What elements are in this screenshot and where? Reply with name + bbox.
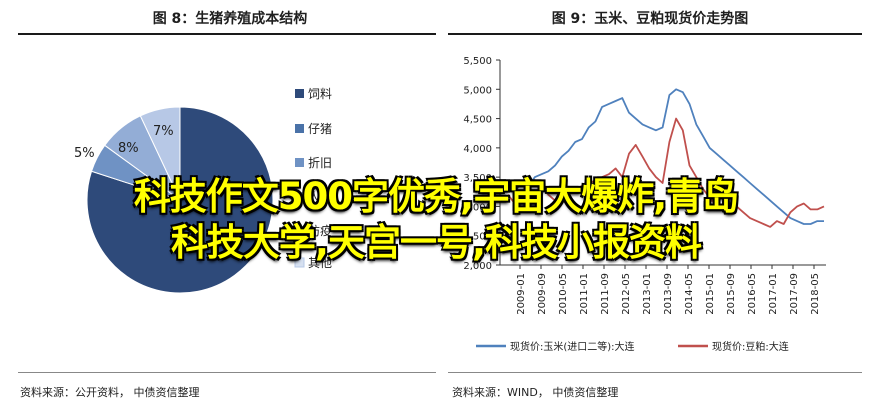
legend-label-corn: 现货价:玉米(进口二等):大连 xyxy=(510,340,635,353)
x-tick-label: 2012-05 xyxy=(621,273,632,315)
left-title-rule xyxy=(18,33,436,35)
y-tick-label: 2,500 xyxy=(463,232,492,243)
pie-label-fangyi: 8% xyxy=(118,141,139,156)
series-line-soy xyxy=(507,117,825,228)
legend-swatch-siliao xyxy=(295,89,304,98)
legend-swatch-zhejiu xyxy=(295,158,304,167)
series-lines xyxy=(507,88,825,228)
right-title-rule xyxy=(448,33,862,35)
right-source-note: 资料来源：WIND， 中债资信整理 xyxy=(452,386,619,399)
legend-swatch-rengong xyxy=(295,192,304,201)
y-tick-label: 5,000 xyxy=(463,85,492,96)
x-tick-label: 2018-05 xyxy=(810,273,821,315)
right-bottom-rule xyxy=(448,372,862,373)
left-source-note: 资料来源：公开资料， 中债资信整理 xyxy=(20,386,200,399)
line-legend: 现货价:玉米(进口二等):大连 现货价:豆粕:大连 xyxy=(476,340,789,353)
series-line-corn xyxy=(507,88,824,225)
legend-swatch-zizhu xyxy=(295,124,304,133)
y-tick-label: 3,000 xyxy=(463,202,492,213)
pie-labels: 5% 8% 7% xyxy=(74,124,174,161)
legend-swatch-fangyi xyxy=(295,226,304,235)
overlay-text-line-2: 科技大学,天宫一号,科技小报资料 xyxy=(170,221,702,264)
pie-legend: 饲料 仔猪 折旧 人工 防疫 其他 xyxy=(294,87,332,270)
x-tick-label: 2010-05 xyxy=(558,273,569,315)
x-tick-label: 2017-01 xyxy=(768,273,779,315)
x-tick-label: 2014-05 xyxy=(684,273,695,315)
x-tick-label: 2013-09 xyxy=(663,273,674,315)
y-tick-label: 5,500 xyxy=(463,56,492,67)
line-chart: 2,000 2,500 3,000 3,500 4,000 4,500 5,000 5,500… xyxy=(463,56,826,353)
pie-chart-title: 图 8：生猪养殖成本结构 xyxy=(152,11,308,27)
pie-slices xyxy=(86,106,274,294)
x-axis: 2009-01 2009-09 2010-05 2011-01 2011-09 2012-… xyxy=(500,264,826,315)
y-tick-label: 2,000 xyxy=(463,261,492,272)
x-tick-label: 2011-01 xyxy=(579,273,590,315)
pie-label-qita: 7% xyxy=(153,124,174,139)
y-tick-label: 4,000 xyxy=(463,144,492,155)
legend-swatch-qita xyxy=(294,257,305,268)
x-tick-label: 2009-01 xyxy=(516,273,527,315)
x-tick-label: 2015-09 xyxy=(726,273,737,315)
x-tick-label: 2015-01 xyxy=(705,273,716,315)
legend-label-siliao: 饲料 xyxy=(308,87,332,101)
legend-label-rengong: 人工 xyxy=(308,190,332,204)
y-tick-label: 3,500 xyxy=(463,173,492,184)
legend-label-soy: 现货价:豆粕:大连 xyxy=(712,340,789,353)
pie-chart: 5% 8% 7% 饲料 仔猪 折旧 人工 防疫 其他 xyxy=(74,87,332,294)
legend-label-qita: 其他 xyxy=(308,256,332,270)
legend-label-fangyi: 防疫 xyxy=(308,223,332,238)
x-tick-label: 2009-09 xyxy=(537,273,548,315)
overlay-text-line-1: 科技作文500字优秀,宇宙大爆炸,青岛 xyxy=(133,175,739,218)
legend-label-zhejiu: 折旧 xyxy=(308,155,332,170)
y-tick-label: 4,500 xyxy=(463,115,492,126)
x-tick-label: 2016-05 xyxy=(747,273,758,315)
line-chart-title: 图 9：玉米、豆粕现货价走势图 xyxy=(551,11,749,27)
pie-slice-qita xyxy=(139,106,181,201)
x-tick-label: 2013-01 xyxy=(642,273,653,315)
left-bottom-rule xyxy=(18,372,436,373)
legend-label-zizhu: 仔猪 xyxy=(308,122,332,136)
x-tick-label: 2017-09 xyxy=(789,273,800,315)
x-tick-label: 2011-09 xyxy=(600,273,611,315)
pie-label-zhejiu: 5% xyxy=(74,146,95,161)
y-axis: 2,000 2,500 3,000 3,500 4,000 4,500 5,000 5,500 xyxy=(463,56,501,272)
